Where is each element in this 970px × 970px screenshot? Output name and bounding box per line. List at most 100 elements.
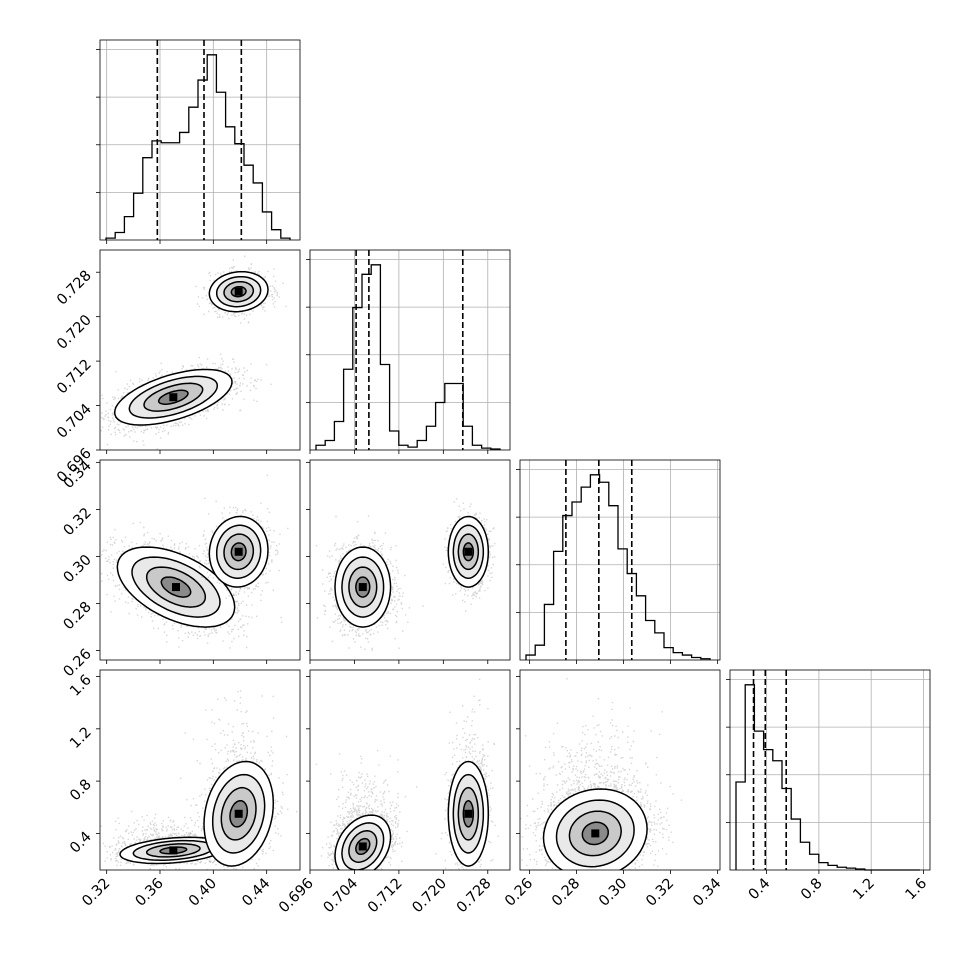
x-tick-label: 0.28: [549, 876, 583, 910]
x-tick-label: 0.4: [746, 876, 774, 904]
x-tick-label: 1.6: [903, 876, 931, 904]
scatter-points: [315, 678, 499, 870]
density-peak: [464, 547, 473, 556]
contour-line-0: [334, 546, 392, 628]
x-tick-label: 0.720: [409, 876, 450, 917]
contour-line-1: [215, 275, 262, 308]
histogram-panel-2: [516, 459, 721, 661]
x-tick-label: 0.32: [79, 876, 113, 910]
density-peak: [234, 547, 243, 556]
contour-line-1: [128, 375, 219, 419]
contour-line-1: [555, 799, 635, 868]
y-tick-label: 0.30: [61, 552, 95, 586]
x-tick-label: 0.32: [643, 876, 677, 910]
x-tick-label: 1.2: [850, 876, 878, 904]
contour-line-2: [143, 382, 204, 412]
scatter-panel-2-3: [519, 669, 721, 871]
panel-background: [310, 250, 510, 450]
scatter-points: [100, 474, 289, 649]
density-peak: [234, 287, 243, 296]
scatter-points: [520, 670, 683, 870]
panel-frame: [309, 669, 511, 871]
contour-line-2: [145, 566, 207, 608]
contour-line-0: [113, 368, 233, 426]
density-peak: [234, 809, 243, 818]
panel-frame: [309, 249, 511, 451]
contour-line-3: [230, 542, 247, 562]
panel-frame: [99, 669, 301, 871]
y-tick-label: 0.32: [61, 505, 95, 539]
x-tick-label: 0.30: [596, 876, 630, 910]
histogram-step: [525, 474, 711, 660]
contour-line-3: [159, 846, 188, 855]
contour-line-2: [568, 810, 622, 857]
x-tick-label: 0.696: [276, 876, 317, 917]
x-tick-label: 0.44: [239, 876, 273, 910]
contour-line-2: [348, 830, 378, 863]
contour-line-2: [220, 786, 257, 841]
contour-line-0: [334, 814, 392, 870]
contour-line-2: [223, 533, 255, 571]
panel-background: [730, 670, 930, 870]
contour-line-0: [116, 546, 236, 628]
x-tick-label: 0.704: [321, 876, 362, 917]
density-peak: [358, 842, 367, 851]
contour-line-1: [131, 556, 221, 618]
panel-background: [100, 40, 300, 240]
y-tick-label: 1.2: [67, 724, 95, 752]
contour-line-3: [160, 576, 192, 598]
contour-line-3: [355, 837, 371, 856]
contour-line-0: [208, 515, 269, 588]
contour-line-0: [447, 760, 490, 867]
density-peak: [172, 583, 180, 592]
y-tick-label: 0.720: [54, 312, 95, 353]
density-peak: [464, 809, 473, 818]
histogram-step: [315, 264, 501, 450]
scatter-panel-0-3: [99, 669, 301, 871]
y-tick-label: 0.4: [67, 829, 95, 857]
contour-line-2: [457, 533, 480, 571]
contour-line-0: [203, 760, 275, 867]
contour-line-3: [230, 285, 247, 298]
panel-frame: [519, 669, 721, 871]
x-tick-label: 0.712: [365, 876, 406, 917]
contour-line-0: [208, 270, 269, 313]
contour-line-2: [223, 280, 255, 303]
scatter-points: [100, 690, 298, 870]
contour-line-3: [581, 821, 609, 846]
y-tick-label: 0.728: [54, 268, 95, 309]
panel-frame: [99, 459, 301, 661]
panel-frame: [729, 669, 931, 871]
density-peak: [169, 846, 178, 855]
y-tick-label: 0.712: [54, 357, 95, 398]
contour-line-1: [132, 839, 215, 861]
contour-line-0: [542, 788, 648, 870]
x-tick-label: 0.728: [454, 876, 495, 917]
contour-line-3: [157, 389, 189, 405]
scatter-panel-0-2: [99, 459, 301, 661]
scatter-points: [100, 255, 287, 450]
panel-frame: [309, 459, 511, 661]
x-tick-label: 0.34: [690, 876, 724, 910]
contour-line-0: [119, 836, 228, 865]
y-tick-label: 0.28: [61, 599, 95, 633]
panel-frame: [519, 459, 721, 661]
density-peak: [358, 583, 367, 592]
contour-line-1: [452, 524, 485, 579]
contour-line-3: [229, 799, 249, 828]
y-tick-label: 0.8: [67, 777, 95, 805]
contour-line-1: [341, 822, 385, 870]
contour-line-3: [462, 799, 475, 828]
x-tick-label: 0.26: [502, 876, 536, 910]
y-tick-label: 0.704: [54, 401, 95, 442]
corner-plot-content: 0.32 0.36 0.40 0.44 0.696 0.704 0.712 0.720 0.72…: [54, 39, 931, 917]
contour-line-1: [452, 773, 485, 854]
scatter-panel-1-3: [309, 669, 511, 871]
scatter-panel-0-1: [99, 249, 301, 451]
contour-line-3: [462, 542, 475, 562]
contour-line-1: [341, 556, 385, 618]
x-tick-label: 0.40: [186, 876, 220, 910]
contour-line-0: [447, 515, 490, 588]
histogram-panel-3: [726, 669, 931, 871]
